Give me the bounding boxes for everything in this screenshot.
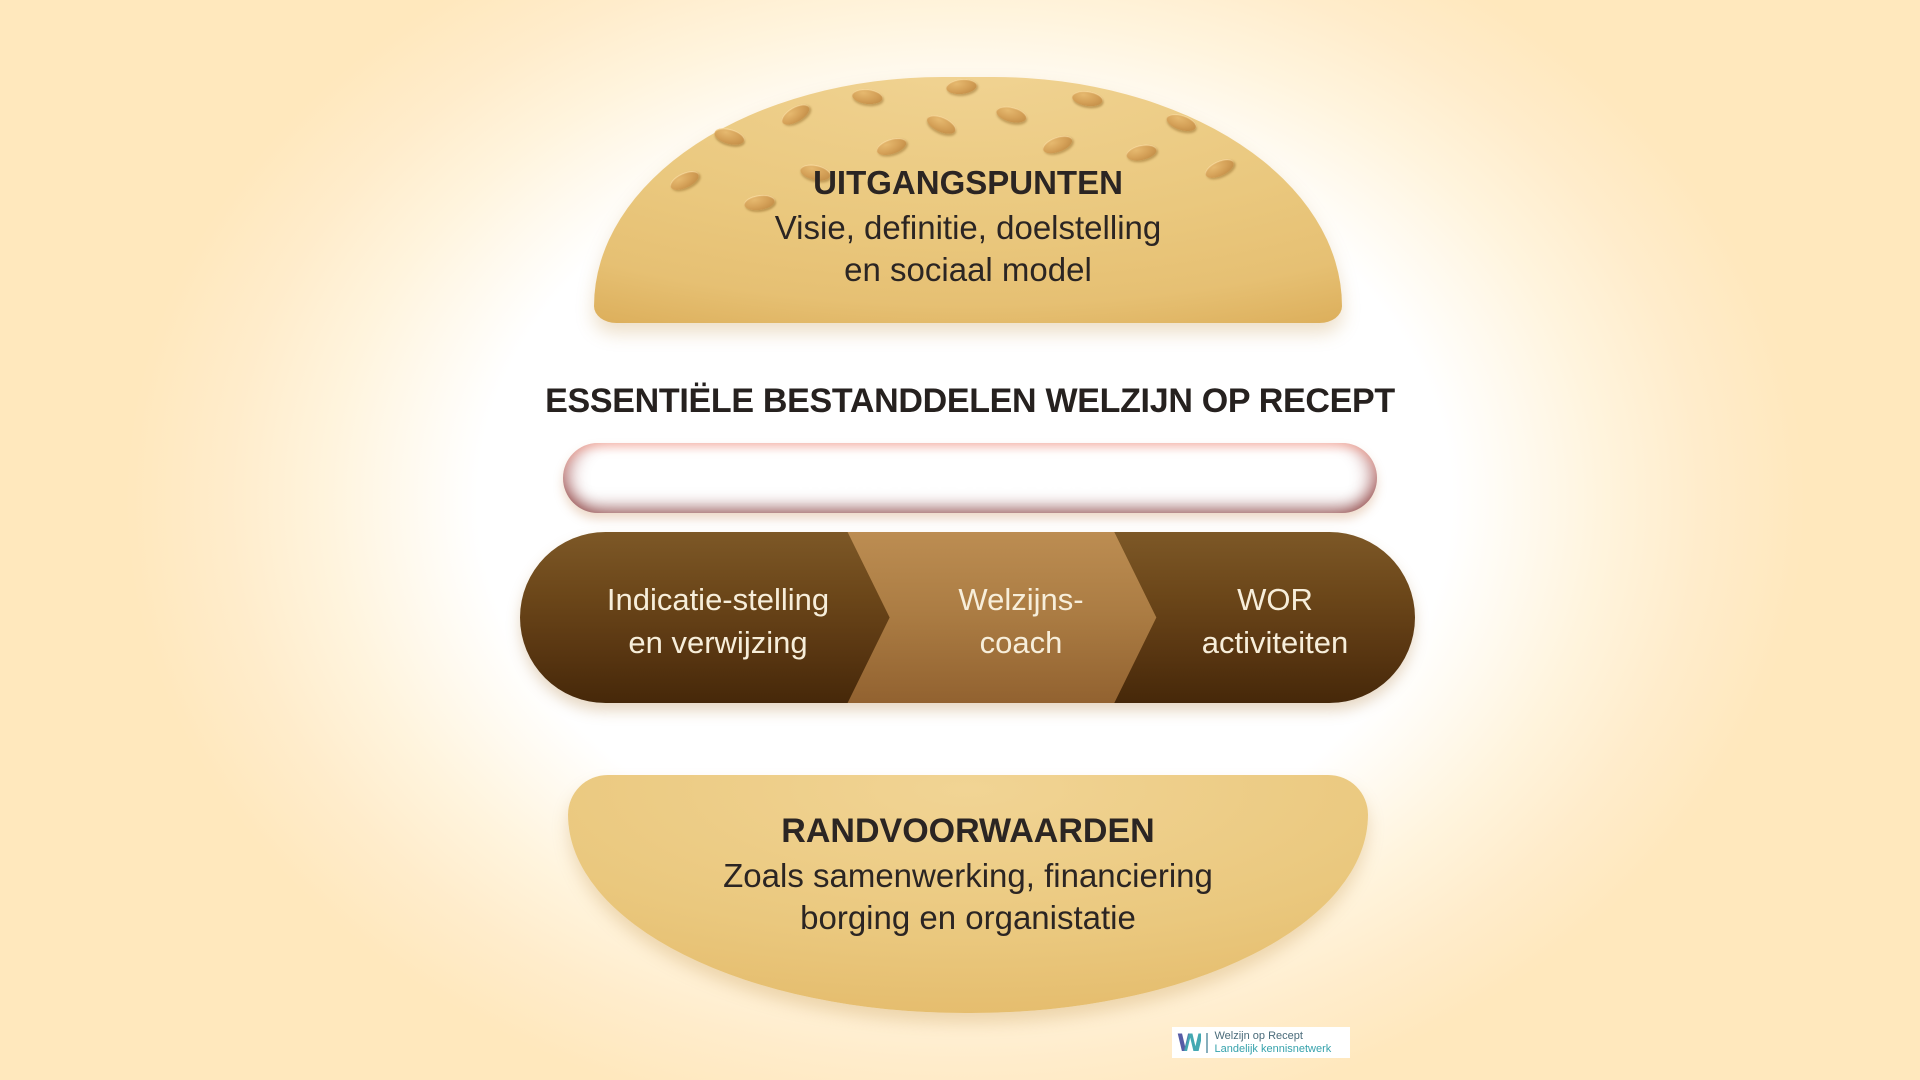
welzijn-op-recept-logo-icon: W — [1177, 1028, 1204, 1057]
patty-segment-line2: coach — [979, 625, 1063, 660]
sesame-seed — [1164, 110, 1199, 135]
patty-bar: Indicatie-stelling en verwijzing Welzijn… — [520, 532, 1415, 703]
patty-segment-line2: activiteiten — [1201, 625, 1349, 660]
page-title: ESSENTIËLE BESTANDDELEN WELZIJN OP RECEP… — [545, 382, 1395, 420]
sesame-seed — [851, 87, 884, 106]
patty-segment-line2: en verwijzing — [628, 625, 808, 660]
sesame-seed — [778, 100, 813, 129]
patty-segment-indicatie: Indicatie-stelling en verwijzing — [548, 578, 888, 664]
sesame-seed — [1124, 141, 1159, 164]
patty-segment-line1: Welzijns- — [958, 582, 1084, 617]
top-bun-subtitle-line1: Visie, definitie, doelstelling — [774, 209, 1162, 246]
patty-segment-line1: WOR — [1237, 582, 1313, 617]
top-bun-subtitle-line2: en sociaal model — [844, 251, 1092, 288]
bottom-bun-title: RANDVOORWAARDEN — [781, 812, 1155, 850]
bottom-bun-subtitle-line2: borging en organistatie — [800, 899, 1136, 936]
top-bun-text: UITGANGSPUNTEN Visie, definitie, doelste… — [594, 163, 1342, 291]
logo-text: Welzijn op Recept Landelijk kennisnetwer… — [1214, 1030, 1331, 1056]
sesame-seed — [712, 125, 747, 148]
sesame-seed — [1071, 88, 1104, 109]
sesame-seed — [874, 134, 909, 159]
logo-welzijn-op-recept: W Welzijn op Recept Landelijk kennisnetw… — [1172, 1027, 1350, 1058]
bottom-bun-subtitle-line1: Zoals samenwerking, financiering — [723, 857, 1213, 894]
sesame-seed — [945, 77, 978, 96]
tomato-bar: Monitoren en evalueren — [563, 443, 1377, 513]
patty-segment-welzijnscoach: Welzijns- coach — [880, 578, 1162, 664]
tomato-bar-label: Monitoren en evalueren — [796, 459, 1144, 496]
logo-divider — [1206, 1032, 1209, 1053]
top-bun-title: UITGANGSPUNTEN — [813, 164, 1123, 201]
top-bun: UITGANGSPUNTEN Visie, definitie, doelste… — [594, 77, 1342, 323]
sesame-seed — [1040, 132, 1075, 157]
logo-network-name: Landelijk kennisnetwerk — [1214, 1042, 1332, 1055]
bottom-bun: RANDVOORWAARDEN Zoals samenwerking, fina… — [568, 775, 1368, 1013]
patty-segment-line1: Indicatie-stelling — [606, 582, 830, 617]
patty-middle-segment — [847, 532, 1157, 703]
sesame-seed — [924, 111, 959, 138]
bottom-bun-text: RANDVOORWAARDEN Zoals samenwerking, fina… — [568, 809, 1368, 939]
logo-org-name: Welzijn op Recept — [1214, 1029, 1303, 1042]
patty-segment-wor-activiteiten: WOR activiteiten — [1134, 578, 1415, 664]
sesame-seed — [994, 103, 1029, 126]
